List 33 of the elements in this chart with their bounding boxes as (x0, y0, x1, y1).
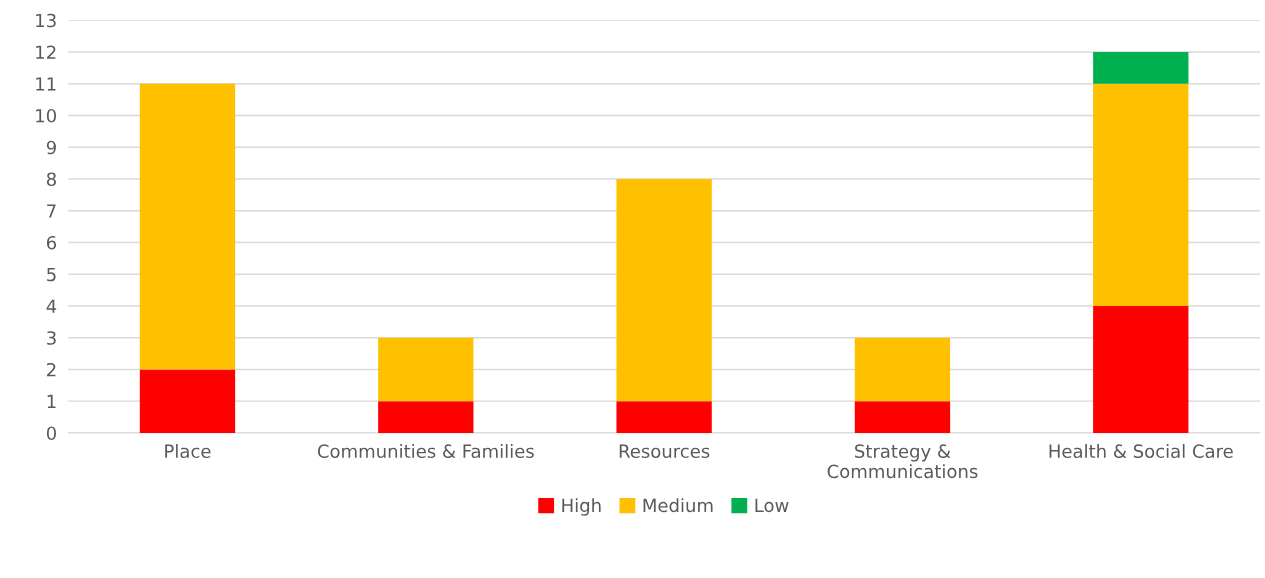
y-tick-label: 8 (46, 172, 56, 187)
legend-label: Low (755, 498, 789, 513)
x-tick-label: Place (165, 444, 211, 459)
y-tick-label: 4 (46, 299, 57, 313)
y-tick-label: 6 (46, 235, 57, 250)
bar (854, 401, 951, 433)
y-tick-label: 3 (47, 331, 56, 345)
bar (616, 401, 712, 433)
y-tick-label: 7 (47, 204, 56, 218)
x-tick-label: Communities & Families (317, 444, 534, 459)
x-tick-label: Health & Social Care (1049, 444, 1233, 459)
y-tick-label: 12 (36, 45, 56, 59)
y-tick-label: 9 (46, 140, 56, 155)
x-tick-label: Strategy & Communications (827, 444, 978, 479)
y-tick-label: 5 (47, 267, 56, 282)
bar (1093, 83, 1189, 306)
y-tick-label: 1 (47, 394, 56, 409)
y-tick-label: 0 (46, 426, 56, 441)
x-tick-label: Resources (619, 444, 710, 459)
y-tick-label: 2 (47, 362, 56, 377)
bar (616, 178, 712, 402)
y-tick-label: 11 (36, 77, 56, 91)
bar (1093, 305, 1189, 433)
bar (139, 369, 236, 433)
bar (854, 337, 951, 402)
bar (378, 401, 474, 433)
bar (378, 337, 474, 402)
bar (139, 83, 236, 370)
y-tick-label: 10 (36, 108, 56, 123)
y-tick-label: 13 (36, 13, 56, 28)
bar (1093, 51, 1189, 84)
legend-label: High (562, 498, 601, 516)
legend-label: Medium (643, 498, 713, 513)
